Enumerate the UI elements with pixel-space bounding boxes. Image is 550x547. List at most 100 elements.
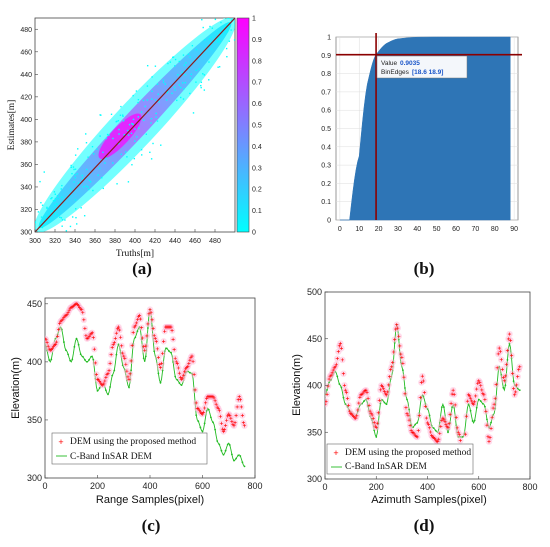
insar-dem-marker <box>518 389 521 392</box>
dem-marker <box>370 413 374 417</box>
colorbar-tick-label: 0.3 <box>252 165 262 172</box>
insar-dem-marker <box>237 454 240 457</box>
x-tick-label-a: 300 <box>29 238 41 245</box>
colorbar-tick-label: 0.5 <box>252 123 262 130</box>
colorbar-tick-label: 0.1 <box>252 208 262 215</box>
dem-marker <box>172 348 176 352</box>
dem-marker <box>377 398 381 402</box>
scatter-point <box>143 119 145 121</box>
x-axis-label-d: Azimuth Samples(pixel) <box>371 494 487 506</box>
dem-marker <box>385 390 390 394</box>
scatter-point <box>211 15 212 16</box>
scatter-point <box>118 142 120 145</box>
dem-marker <box>116 325 121 329</box>
legend-dem-c: DEM using the proposed method <box>70 437 196 447</box>
dem-marker <box>56 334 60 338</box>
dem-marker <box>124 362 128 366</box>
dem-marker <box>335 356 339 361</box>
scatter-point <box>164 83 166 85</box>
dem-marker <box>148 308 152 312</box>
y-tick-label: 500 <box>307 287 322 297</box>
dem-marker <box>225 418 229 422</box>
scatter-point <box>112 162 114 164</box>
scatter-point <box>88 179 91 181</box>
scatter-point <box>54 204 56 207</box>
dem-marker <box>192 372 196 377</box>
dem-marker <box>229 416 233 420</box>
insar-dem-marker <box>92 358 95 361</box>
dem-marker <box>235 405 239 409</box>
scatter-point <box>150 117 153 120</box>
scatter-point <box>137 116 140 118</box>
scatter-point <box>149 151 151 154</box>
insar-dem-marker <box>477 398 480 401</box>
y-tick-label-a: 300 <box>20 230 32 237</box>
dem-marker <box>152 334 156 338</box>
insar-dem-marker <box>469 409 472 412</box>
scatter-point <box>155 112 157 115</box>
dem-marker <box>330 371 334 375</box>
insar-dem-marker <box>416 422 419 424</box>
dem-marker <box>472 402 476 406</box>
scatter-point <box>173 86 176 89</box>
x-tick-label-a: 340 <box>69 238 81 245</box>
y-tick-label-b: 0.7 <box>321 89 331 96</box>
insar-dem-marker <box>203 422 206 425</box>
scatter-point <box>127 181 130 183</box>
legend-marker-red-d: + <box>333 448 338 458</box>
insar-dem-marker <box>75 337 78 340</box>
dem-marker <box>120 344 124 348</box>
insar-dem-marker <box>136 330 139 333</box>
insar-dem-marker <box>176 378 179 381</box>
dem-marker <box>45 341 49 345</box>
dem-marker <box>221 429 226 434</box>
scatter-point <box>172 56 175 58</box>
insar-dem-marker <box>342 396 345 399</box>
insar-dem-marker <box>375 436 378 438</box>
scatter-point <box>99 135 101 137</box>
scatter-point <box>250 46 251 47</box>
scatter-point <box>225 25 228 27</box>
dem-marker <box>183 370 187 374</box>
scatter-point <box>188 67 190 70</box>
scatter-point <box>77 148 79 150</box>
insar-dem-marker <box>79 353 82 356</box>
scatter-point <box>203 39 206 41</box>
scatter-point <box>50 197 52 200</box>
dem-marker <box>376 411 380 415</box>
dem-marker <box>81 311 85 315</box>
y-tick-label: 450 <box>27 299 42 309</box>
dem-marker <box>331 368 335 372</box>
insar-dem-marker <box>479 400 482 403</box>
y-tick-label-b: 0.1 <box>321 199 331 206</box>
x-axis-label-a: Truths[m] <box>116 249 154 259</box>
x-tick-label-a: 460 <box>189 238 201 245</box>
scatter-point <box>86 168 88 171</box>
scatter-point <box>53 213 55 215</box>
dem-marker <box>190 354 194 358</box>
insar-dem-marker <box>48 359 51 361</box>
scatter-point <box>150 122 152 124</box>
scatter-point <box>140 149 143 151</box>
scatter-point <box>217 66 219 68</box>
x-tick-label-b: 60 <box>452 226 460 233</box>
scatter-point <box>134 140 136 142</box>
scatter-point <box>156 83 159 85</box>
dem-marker <box>456 430 460 434</box>
insar-dem-marker <box>207 408 210 411</box>
insar-dem-marker <box>71 358 74 361</box>
scatter-point <box>227 26 229 29</box>
y-tick-labels-b: 0 0.1 0.2 0.3 0.4 0.5 0.6 0.7 0.8 0.9 1 <box>321 35 331 225</box>
dem-marker <box>513 393 517 397</box>
dem-marker <box>103 379 107 383</box>
dem-marker <box>156 355 160 360</box>
dem-marker <box>484 409 488 413</box>
scatter-point <box>202 73 204 75</box>
dem-marker <box>65 312 69 317</box>
dem-marker <box>143 348 147 352</box>
scatter-point <box>132 123 134 125</box>
dem-marker <box>224 423 228 428</box>
dem-marker <box>463 432 468 436</box>
dem-marker <box>452 392 456 397</box>
colorbar-tick-labels: 0 0.1 0.2 0.3 0.4 0.5 0.6 0.7 0.8 0.9 1 <box>252 16 262 237</box>
